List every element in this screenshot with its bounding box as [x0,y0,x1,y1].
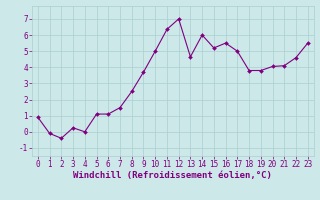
X-axis label: Windchill (Refroidissement éolien,°C): Windchill (Refroidissement éolien,°C) [73,171,272,180]
